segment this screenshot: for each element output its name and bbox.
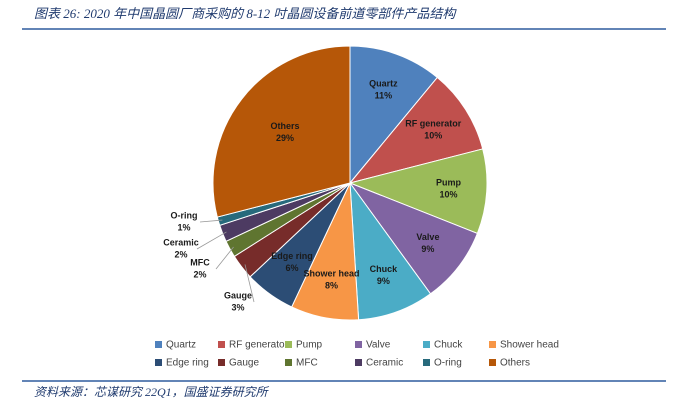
slice-label: Valve [416, 232, 439, 242]
slice-label: Others [271, 121, 300, 131]
legend-label: RF generator [229, 340, 289, 351]
legend-swatch [155, 341, 162, 348]
slice-value-label: 11% [375, 91, 393, 101]
leader-line [199, 219, 223, 223]
slice-label: Edge ring [271, 251, 313, 261]
leader-line [196, 231, 227, 250]
slice-value-label: 3% [231, 302, 244, 312]
slice-value-label: 29% [276, 133, 294, 143]
slice-value-label: 9% [377, 276, 390, 286]
pie-slice [349, 45, 439, 185]
legend-label: Others [500, 358, 530, 369]
legend-label: Pump [296, 340, 323, 351]
slice-label: Ceramic [163, 237, 199, 247]
slice-label: RF generator [405, 119, 462, 129]
legend-label: Gauge [229, 358, 259, 369]
legend-label: Valve [366, 340, 391, 351]
slice-value-label: 2% [193, 269, 206, 279]
legend-label: Shower head [500, 340, 559, 351]
slice-value-label: 10% [424, 131, 442, 141]
legend-swatch [218, 341, 225, 348]
slice-value-label: 2% [174, 249, 187, 259]
pie-slice [212, 45, 351, 218]
slice-label: Quartz [369, 79, 398, 89]
legend-swatch [423, 359, 430, 366]
slice-label: MFC [190, 257, 210, 267]
legend-label: Edge ring [166, 358, 209, 369]
pie-slice [348, 148, 488, 235]
legend-swatch [489, 341, 496, 348]
slice-value-label: 8% [325, 280, 338, 290]
source: 资料来源：芯谋研究 22Q1，国盛证券研究所 [34, 385, 270, 399]
legend-swatch [355, 359, 362, 366]
pie-slice [348, 76, 484, 184]
legend-swatch [355, 341, 362, 348]
legend-swatch [218, 359, 225, 366]
legend-label: MFC [296, 358, 318, 369]
legend-label: Quartz [166, 340, 196, 351]
slice-label: Gauge [224, 290, 252, 300]
legend-swatch [155, 359, 162, 366]
legend-swatch [285, 341, 292, 348]
slice-label: Shower head [304, 268, 360, 278]
legend-label: Ceramic [366, 358, 403, 369]
slice-label: Pump [436, 178, 462, 188]
legend-swatch [285, 359, 292, 366]
legend-swatch [489, 359, 496, 366]
leader-line [244, 264, 255, 303]
slice-value-label: 6% [286, 263, 299, 273]
slice-label: O-ring [171, 210, 198, 220]
leader-line [215, 246, 234, 270]
slice-value-label: 10% [439, 190, 457, 200]
figure-title: 图表 26: 2020 年中国晶圆厂商采购的 8-12 吋晶圆设备前道零部件产品… [34, 6, 457, 21]
legend-swatch [423, 341, 430, 348]
slice-label: Chuck [370, 264, 399, 274]
legend-label: Chuck [434, 340, 463, 351]
legend-label: O-ring [434, 358, 462, 369]
slice-value-label: 9% [421, 244, 434, 254]
slice-value-label: 1% [177, 222, 190, 232]
